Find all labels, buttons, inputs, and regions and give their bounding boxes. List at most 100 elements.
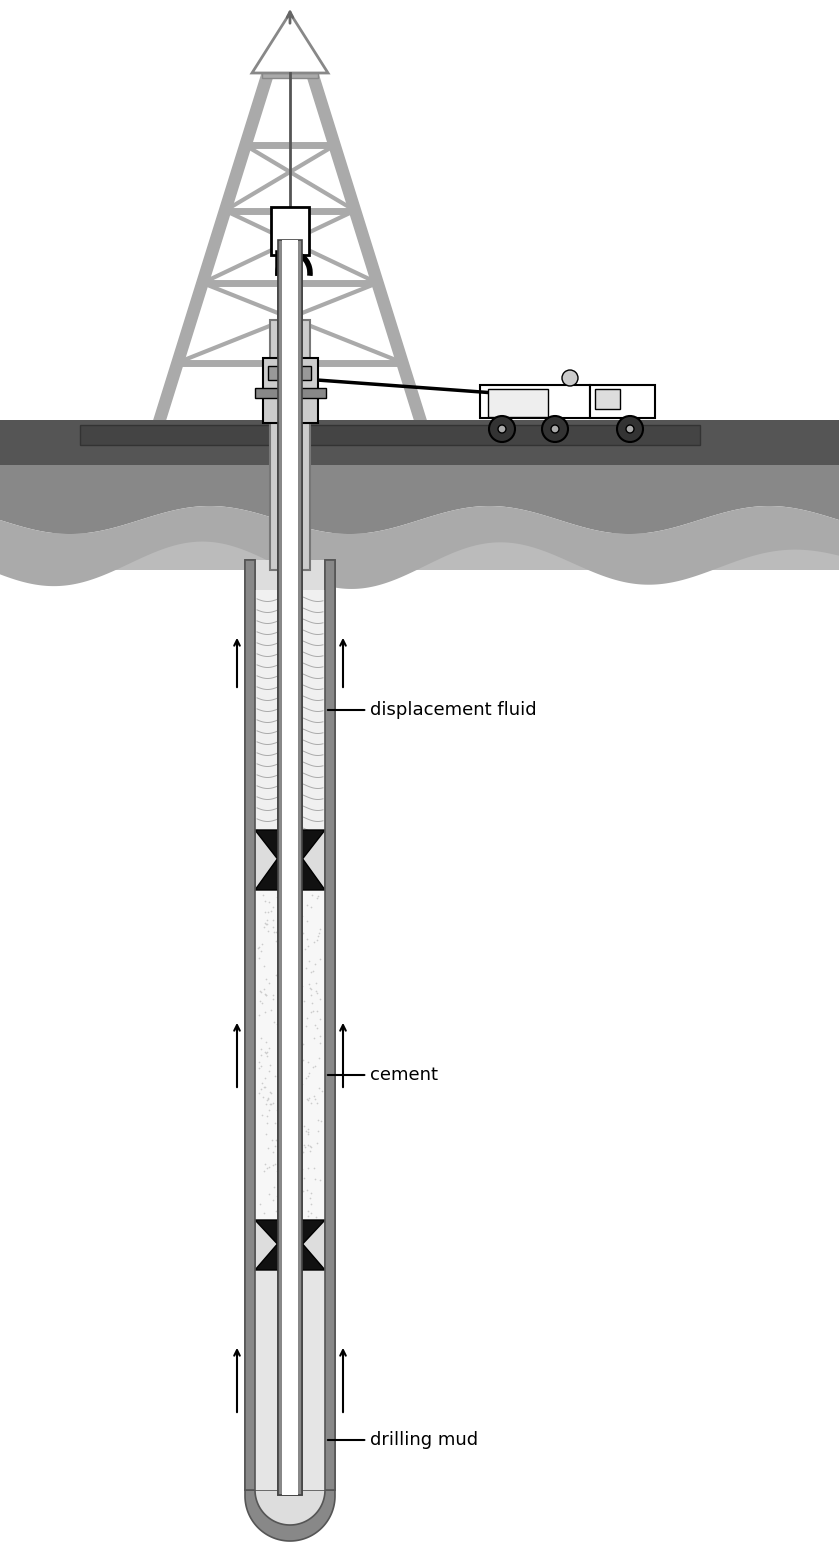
Point [258, 915, 271, 940]
Point [296, 1139, 310, 1164]
Point [294, 1015, 307, 1040]
Point [258, 899, 271, 925]
Point [274, 1149, 288, 1174]
Polygon shape [0, 465, 839, 534]
Point [289, 1106, 302, 1131]
Point [271, 910, 284, 935]
Bar [245, 559, 255, 1490]
Bar [255, 559, 325, 1490]
Point [263, 1058, 276, 1083]
Point [293, 892, 306, 917]
Point [283, 1141, 296, 1166]
Bar [595, 389, 620, 409]
Point [260, 983, 274, 1008]
Point [307, 1156, 320, 1182]
Point [313, 946, 326, 972]
Point [279, 1019, 293, 1044]
Point [261, 1136, 274, 1161]
Point [267, 895, 280, 920]
Point [305, 895, 318, 920]
Point [256, 1070, 269, 1095]
Point [265, 1128, 279, 1153]
Point [266, 987, 279, 1012]
Point [307, 929, 320, 954]
Point [281, 920, 294, 945]
Point [272, 929, 285, 954]
Point [266, 1152, 279, 1177]
Point [258, 1152, 272, 1177]
Point [305, 1191, 318, 1216]
Point [300, 909, 314, 934]
Point [287, 1067, 300, 1092]
Point [301, 1119, 315, 1144]
Point [300, 892, 314, 917]
Bar [488, 389, 548, 417]
Point [299, 956, 312, 981]
Point [281, 1141, 294, 1166]
Point [312, 1045, 326, 1070]
Point [313, 917, 326, 942]
Point [270, 962, 284, 987]
Point [258, 1066, 272, 1091]
Point [289, 1171, 302, 1196]
Bar [0, 533, 839, 570]
Point [297, 989, 310, 1014]
Point [302, 1061, 315, 1086]
Point [260, 912, 274, 937]
Point [272, 1175, 285, 1200]
Circle shape [542, 415, 568, 442]
Point [287, 1004, 300, 1030]
Point [299, 1066, 312, 1091]
Circle shape [498, 425, 506, 432]
Point [274, 1036, 288, 1061]
Bar [245, 559, 255, 1490]
Point [301, 1050, 315, 1075]
Point [254, 1053, 268, 1078]
Point [313, 1006, 326, 1031]
Point [281, 923, 294, 948]
Point [263, 1092, 277, 1117]
Point [268, 920, 281, 945]
Point [296, 1178, 310, 1203]
Point [291, 1175, 305, 1200]
Point [254, 1026, 268, 1051]
Point [305, 1182, 318, 1207]
Point [301, 1122, 315, 1147]
Point [310, 1015, 324, 1040]
Point [301, 1117, 315, 1142]
Point [267, 1174, 280, 1199]
Point [292, 1131, 305, 1156]
Point [258, 910, 272, 935]
Point [306, 959, 320, 984]
Point [294, 940, 308, 965]
Point [300, 1014, 313, 1039]
Circle shape [617, 415, 643, 442]
Point [294, 1152, 308, 1177]
Point [281, 1189, 294, 1214]
Point [254, 979, 268, 1004]
Point [253, 978, 267, 1003]
Point [275, 1036, 289, 1061]
Bar [282, 240, 298, 1495]
Text: drilling mud: drilling mud [328, 1431, 478, 1449]
Point [310, 928, 323, 953]
Point [282, 1044, 295, 1069]
Polygon shape [255, 1490, 325, 1525]
Point [279, 1172, 293, 1197]
Point [283, 1001, 296, 1026]
Point [262, 918, 275, 943]
Polygon shape [0, 506, 839, 589]
Polygon shape [252, 13, 328, 74]
Point [262, 1036, 275, 1061]
Point [289, 1130, 303, 1155]
Point [299, 937, 312, 962]
Point [289, 893, 303, 918]
Point [305, 882, 319, 907]
Point [280, 1097, 294, 1122]
Point [273, 957, 286, 983]
Point [287, 1015, 300, 1040]
Point [258, 954, 271, 979]
Point [302, 1064, 315, 1089]
Point [273, 1199, 286, 1224]
Point [294, 1156, 308, 1182]
